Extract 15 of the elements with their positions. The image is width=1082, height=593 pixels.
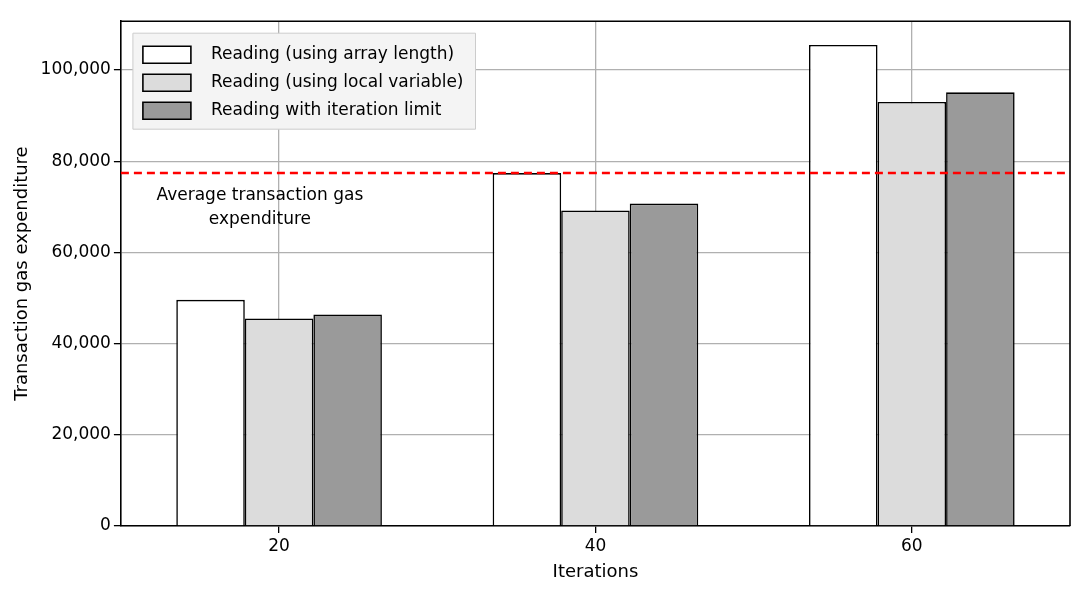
y-tick-label: 100,000 (40, 58, 111, 79)
x-tick-label: 40 (584, 534, 607, 555)
y-tick-label: 20,000 (51, 423, 111, 444)
ref-line-label: Average transaction gas expenditure (156, 183, 364, 228)
y-tick-label: 60,000 (51, 240, 111, 261)
legend-label: Reading (using local variable) (210, 71, 464, 92)
x-tick-label: 20 (268, 534, 290, 555)
y-tick-label: 40,000 (51, 332, 111, 353)
y-tick-label: 80,000 (51, 149, 111, 170)
legend-label: Reading (using array length) (210, 43, 455, 64)
legend-label: Reading with iteration limit (210, 99, 442, 120)
y-tick-label: 0 (100, 514, 111, 535)
x-tick-label: 60 (901, 534, 923, 555)
y-axis-title: Transaction gas expenditure (10, 146, 32, 402)
x-axis-title: Iterations (552, 559, 639, 581)
